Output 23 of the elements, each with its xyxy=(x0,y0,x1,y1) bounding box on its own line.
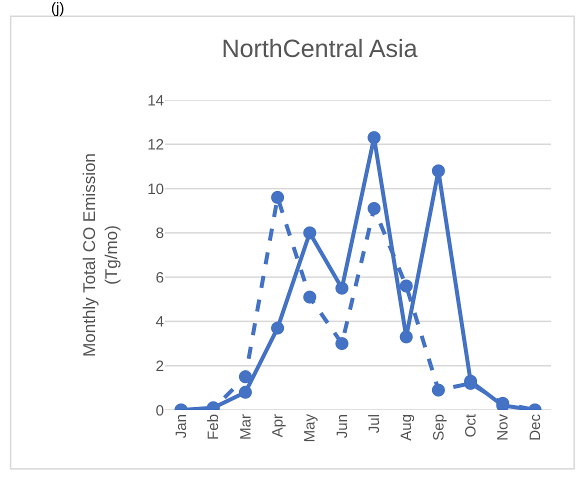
x-tick-label: Jun xyxy=(334,414,351,438)
x-tick-label: Dec xyxy=(526,414,544,441)
y-tick-label: 12 xyxy=(147,136,164,154)
y-tick-label: 0 xyxy=(156,402,164,420)
x-tick-label: Jul xyxy=(366,414,383,434)
x-tick-label: Jan xyxy=(172,414,190,438)
x-tick-label: Apr xyxy=(269,414,286,438)
y-tick-label: 8 xyxy=(156,225,164,242)
y-tick-label: 14 xyxy=(147,92,164,110)
x-tick-label: Aug xyxy=(398,414,416,441)
x-tick-label: Oct xyxy=(462,413,480,438)
x-tick-label: Feb xyxy=(205,414,222,440)
y-tick-label: 6 xyxy=(156,269,164,286)
text: (j) xyxy=(51,0,64,17)
y-tick-label: 2 xyxy=(156,358,164,375)
x-tick-label: May xyxy=(302,414,319,442)
x-tick-label: Sep xyxy=(430,414,448,441)
y-axis-title: Monthly Total CO Emission (Tg/mo) xyxy=(80,153,121,357)
chart-title: NorthCentral Asia xyxy=(222,34,418,63)
y-tick-label: 10 xyxy=(147,180,164,198)
x-tick-label: Nov xyxy=(494,414,512,441)
x-tick-label: Mar xyxy=(237,414,254,440)
y-tick-label: 4 xyxy=(156,314,164,331)
